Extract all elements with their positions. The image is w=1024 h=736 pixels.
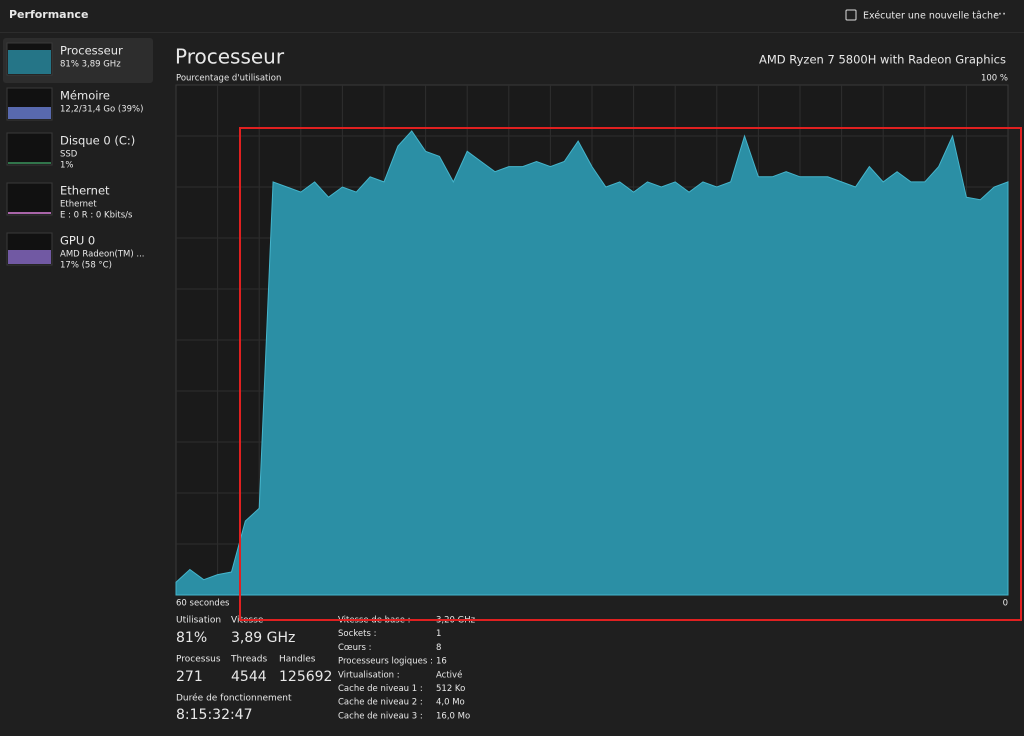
stat-value: 125692 bbox=[279, 669, 332, 685]
stat-value: 3,89 GHz bbox=[231, 630, 295, 646]
spec-label: Cache de niveau 3 : bbox=[338, 711, 423, 721]
stat-label: Threads bbox=[230, 655, 267, 665]
item-detail: 81% 3,89 GHz bbox=[60, 60, 121, 70]
cpu-chart: 100 % bbox=[175, 74, 1009, 596]
sidebar: Processeur 81% 3,89 GHz Mémoire 12,2/31,4 G… bbox=[6, 42, 145, 271]
spec-label: Virtualisation : bbox=[338, 670, 400, 680]
spec-value: 8 bbox=[436, 643, 441, 653]
cpu-model: AMD Ryzen 7 5800H with Radeon Graphics bbox=[759, 53, 1006, 67]
item-name: Processeur bbox=[60, 44, 123, 58]
app-title: Performance bbox=[9, 8, 88, 21]
thumbnail bbox=[6, 132, 53, 166]
new-task-button[interactable]: Exécuter une nouvelle tâche bbox=[845, 9, 999, 22]
spec-value: 16 bbox=[436, 657, 447, 667]
stat-value: 8:15:32:47 bbox=[176, 707, 253, 723]
panel-title: Processeur bbox=[175, 45, 285, 69]
spec-label: Sockets : bbox=[338, 629, 376, 639]
usage-area bbox=[175, 130, 1009, 596]
item-detail: SSD bbox=[60, 150, 78, 160]
y-axis-label: Pourcentage d'utilisation bbox=[176, 74, 281, 84]
stat-value: 271 bbox=[176, 669, 203, 685]
more-button[interactable]: ··· bbox=[994, 8, 1006, 23]
spec-value: Activé bbox=[436, 669, 462, 680]
stat-value: 4544 bbox=[231, 669, 267, 685]
icon bbox=[845, 9, 857, 21]
item-detail: E : 0 R : 0 Kbits/s bbox=[60, 211, 133, 221]
button-label[interactable]: Exécuter une nouvelle tâche bbox=[863, 11, 999, 22]
stat-label: Handles bbox=[279, 655, 316, 665]
spec-value: 512 Ko bbox=[436, 684, 465, 694]
stat-label: Durée de fonctionnement bbox=[176, 693, 292, 704]
spec-label: Cache de niveau 1 : bbox=[338, 684, 423, 694]
item-name: Mémoire bbox=[60, 89, 110, 103]
spec-label: Cache de niveau 2 : bbox=[338, 698, 423, 708]
stat-value: 81% bbox=[176, 630, 207, 646]
stat-label: Processus bbox=[176, 655, 221, 665]
thumbnail-fill bbox=[8, 212, 51, 214]
thumbnail bbox=[6, 182, 53, 216]
item-detail: 1% bbox=[60, 161, 74, 171]
x-end-label: 0 bbox=[1003, 599, 1008, 609]
item-detail: 17% (58 °C) bbox=[60, 261, 112, 271]
item-name: GPU 0 bbox=[60, 234, 95, 248]
spec-value: 4,0 Mo bbox=[436, 698, 465, 708]
item-detail: 12,2/31,4 Go (39%) bbox=[60, 105, 143, 115]
y-tick-label: 100 % bbox=[981, 74, 1008, 84]
spec-value: 16,0 Mo bbox=[436, 711, 470, 721]
spec-value: 1 bbox=[436, 629, 441, 639]
item-name: Disque 0 (C:) bbox=[60, 134, 135, 148]
thumbnail-fill bbox=[8, 107, 51, 119]
item-detail: Ethernet bbox=[60, 200, 97, 210]
item-detail: AMD Radeon(TM) ... bbox=[60, 250, 145, 260]
highlight-box bbox=[239, 127, 1022, 621]
x-start-label: 60 secondes bbox=[176, 599, 230, 609]
stat-label: Utilisation bbox=[176, 616, 221, 626]
spec-label: Cœurs : bbox=[338, 643, 372, 653]
thumbnail-fill bbox=[8, 162, 51, 164]
spec-label: Processeurs logiques : bbox=[338, 657, 433, 667]
thumbnail-fill bbox=[8, 250, 51, 264]
item-name: Ethernet bbox=[60, 184, 110, 198]
thumbnail-fill bbox=[8, 50, 51, 74]
